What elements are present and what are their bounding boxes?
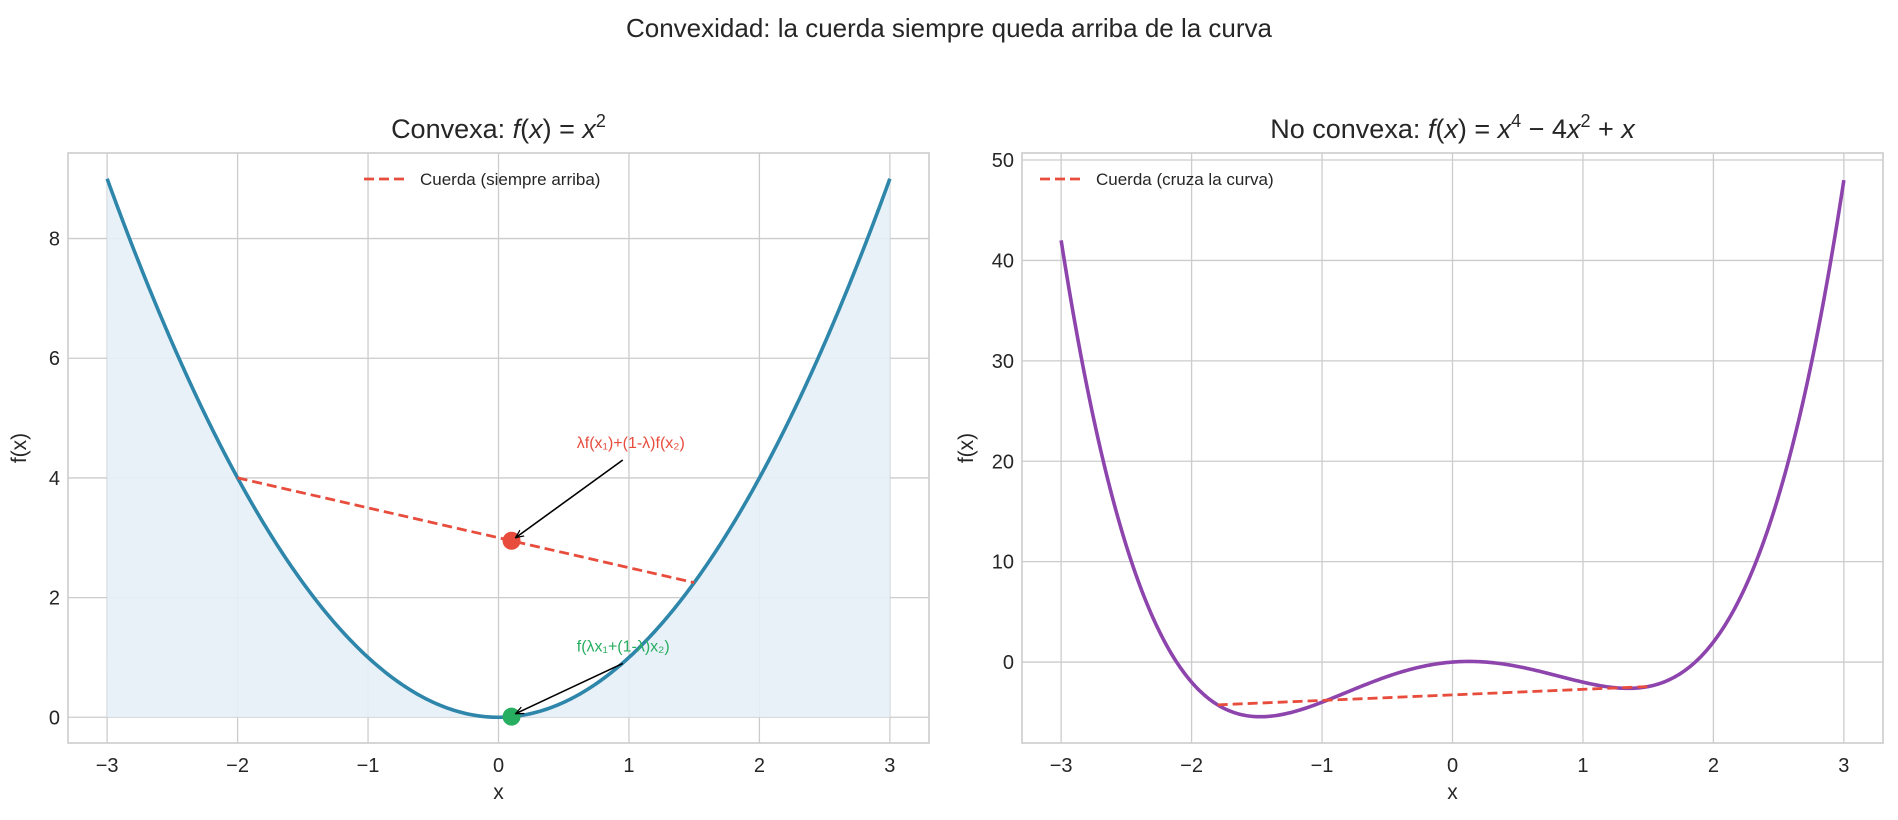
legend-label: Cuerda (cruza la curva) bbox=[1096, 170, 1274, 189]
y-axis-label: f(x) bbox=[955, 433, 978, 463]
axes-frame bbox=[1021, 152, 1884, 744]
y-tick-label: 0 bbox=[1003, 652, 1014, 674]
x-tick-label: 1 bbox=[1577, 755, 1588, 777]
annotation-curve-value: f(λx₁+(1-λ)x₂) bbox=[577, 638, 670, 655]
suptitle: Convexidad: la cuerda siempre queda arri… bbox=[626, 13, 1273, 43]
x-axis-label: x bbox=[493, 781, 504, 804]
x-tick-label: −3 bbox=[96, 755, 119, 777]
chord-line bbox=[237, 476, 695, 584]
y-tick-label: 8 bbox=[49, 229, 60, 251]
y-tick-label: 2 bbox=[49, 588, 60, 610]
y-axis-label: f(x) bbox=[8, 433, 31, 463]
y-tick-label: 6 bbox=[49, 348, 60, 370]
x-tick-label: 0 bbox=[1447, 755, 1458, 777]
annotation-arrow bbox=[516, 459, 624, 538]
axes-title: No convexa: f(x) = x4 − 4x2 + x bbox=[1270, 111, 1636, 144]
x-tick-label: 2 bbox=[754, 755, 765, 777]
plot-area bbox=[1059, 179, 1846, 719]
legend-label: Cuerda (siempre arriba) bbox=[420, 170, 600, 189]
convex-axes: λf(x₁)+(1-λ)f(x₂) f(λx₁+(1-λ)x₂) −3 −2 −1 0 1 2… bbox=[8, 111, 930, 804]
x-tick-label: −1 bbox=[1311, 755, 1334, 777]
y-tick-label: 50 bbox=[992, 150, 1014, 172]
axes-title: Convexa: f(x) = x2 bbox=[391, 111, 606, 144]
chord-line bbox=[1217, 685, 1649, 707]
curve-point bbox=[502, 707, 521, 726]
y-tick-label: 0 bbox=[49, 707, 60, 729]
function-curve bbox=[1059, 179, 1846, 719]
x-tick-label: 1 bbox=[623, 755, 634, 777]
x-tick-label: 2 bbox=[1708, 755, 1719, 777]
x-tick-label: −2 bbox=[1180, 755, 1203, 777]
plot-area bbox=[105, 178, 892, 726]
y-tick-label: 20 bbox=[992, 451, 1014, 473]
x-axis-label: x bbox=[1447, 781, 1458, 804]
legend: Cuerda (siempre arriba) bbox=[364, 170, 600, 189]
x-tick-label: −1 bbox=[357, 755, 380, 777]
legend: Cuerda (cruza la curva) bbox=[1040, 170, 1274, 189]
annotation-chord-value: λf(x₁)+(1-λ)f(x₂) bbox=[577, 435, 685, 452]
function-curve bbox=[105, 178, 892, 720]
axes-frame bbox=[67, 152, 930, 744]
x-tick-label: −3 bbox=[1050, 755, 1073, 777]
grid bbox=[1022, 153, 1883, 743]
x-tick-label: −2 bbox=[226, 755, 249, 777]
chord-point bbox=[502, 531, 521, 550]
y-tick-label: 4 bbox=[49, 468, 60, 490]
x-tick-label: 0 bbox=[493, 755, 504, 777]
annotation-arrow bbox=[516, 662, 624, 715]
x-tick-label: 3 bbox=[884, 755, 895, 777]
y-tick-label: 10 bbox=[992, 552, 1014, 574]
y-tick-label: 40 bbox=[992, 250, 1014, 272]
y-tick-label: 30 bbox=[992, 351, 1014, 373]
x-tick-label: 3 bbox=[1838, 755, 1849, 777]
